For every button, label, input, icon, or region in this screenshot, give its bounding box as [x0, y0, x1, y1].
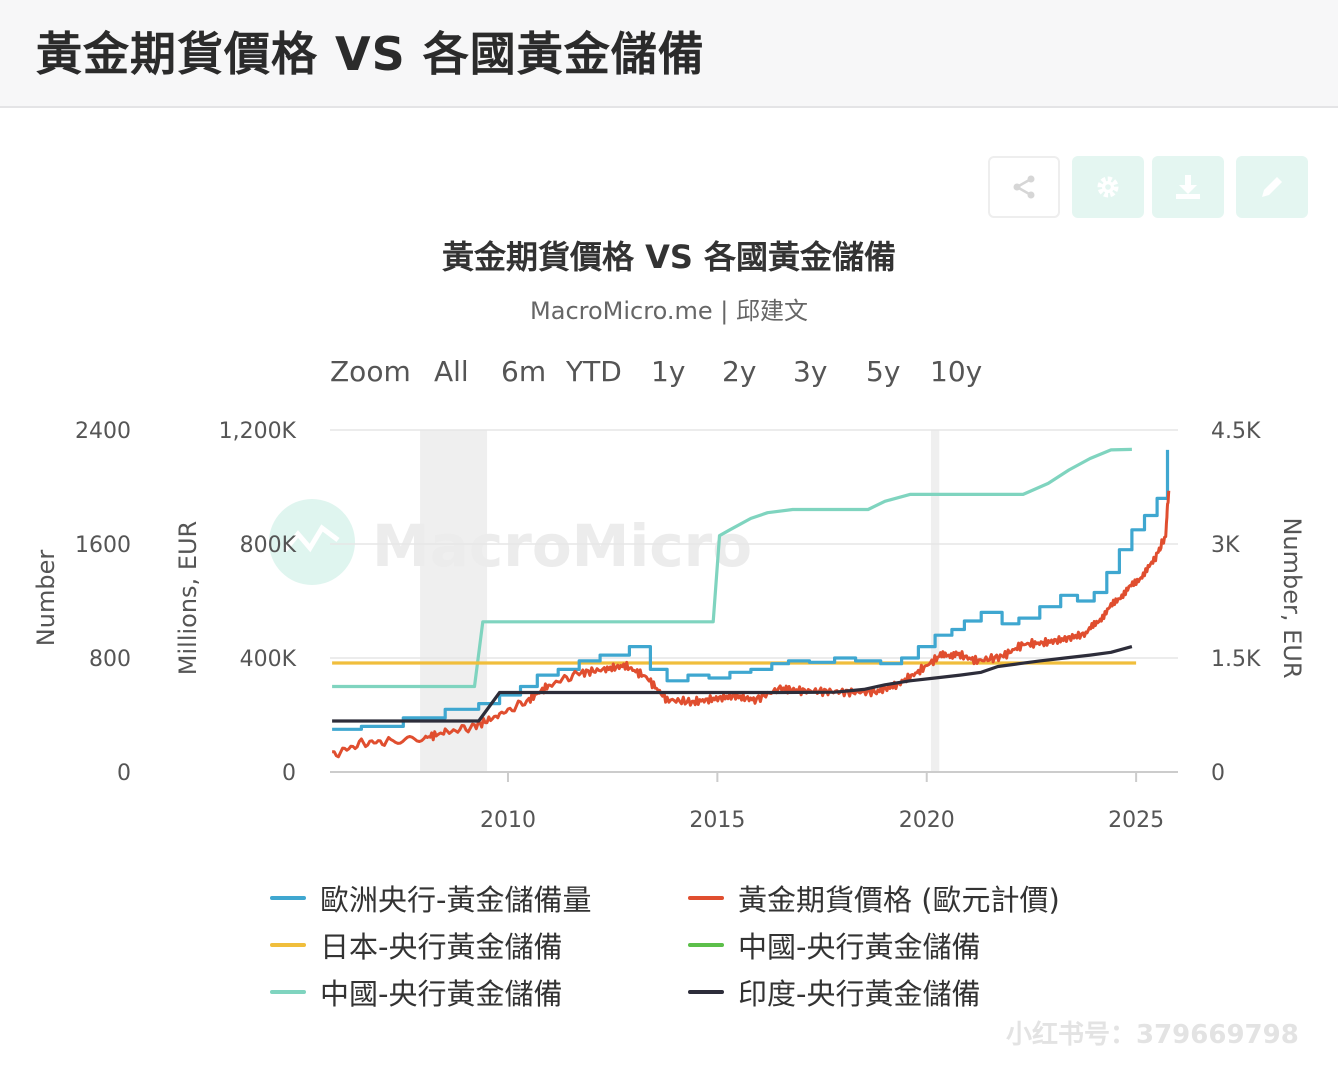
series: [332, 447, 1171, 759]
left-outer-tick-label: 1600: [75, 533, 131, 558]
zoom-ytd-button[interactable]: YTD: [566, 355, 622, 388]
pencil-icon: [1262, 177, 1282, 197]
x-tick-label: 2015: [689, 808, 745, 833]
legend-swatch: [688, 990, 724, 994]
watermark-brand-text: MacroMicro: [372, 512, 752, 580]
x-tick-label: 2010: [480, 808, 536, 833]
grid: [330, 429, 1178, 773]
legend-item-china-gold-green[interactable]: 中國-央行黃金儲備: [688, 925, 980, 965]
series-line-india-gold: [332, 645, 1133, 723]
recession-band: [420, 430, 488, 772]
x-tick-label: 2020: [899, 808, 955, 833]
left-outer-tick-label: 800: [89, 647, 131, 672]
chart-subtitle: MacroMicro.me | 邱建文: [530, 297, 808, 325]
zoom-10y-button[interactable]: 10y: [930, 355, 983, 388]
series-line-gold-futures-eur: [332, 490, 1171, 759]
left-outer-tick-label: 2400: [75, 419, 131, 444]
settings-button[interactable]: [1072, 156, 1144, 218]
share-icon: [1013, 175, 1035, 199]
share-button[interactable]: [988, 156, 1060, 218]
legend-swatch: [270, 943, 306, 947]
legend-label: 中國-央行黃金儲備: [738, 930, 981, 964]
zoom-5y-button[interactable]: 5y: [866, 355, 901, 388]
recession-band: [930, 430, 940, 772]
left-inner-axis-title: Millions, EUR: [174, 521, 202, 675]
right-tick-label: 4.5K: [1211, 419, 1261, 444]
watermark-logo-icon: [269, 499, 355, 585]
series-line-china-gold-teal: [332, 447, 1132, 689]
legend-swatch: [270, 990, 306, 994]
legend-swatch: [270, 896, 306, 900]
right-axis-title: Number, EUR: [1278, 517, 1306, 678]
legend-label: 日本-央行黃金儲備: [320, 930, 563, 964]
xiaohongshu-id-watermark: 小红书号：379669798: [1006, 1020, 1299, 1050]
recession-shading: [420, 430, 940, 772]
macromicro-watermark: MacroMicro: [269, 499, 752, 585]
right-tick-label: 1.5K: [1211, 647, 1261, 672]
right-tick-label: 3K: [1211, 533, 1240, 558]
legend-item-gold-futures-eur[interactable]: 黃金期貨價格 (歐元計價): [688, 878, 1060, 918]
zoom-all-button[interactable]: All: [434, 355, 469, 388]
legend-swatch: [688, 896, 724, 900]
legend-item-china-gold-teal[interactable]: 中國-央行黃金儲備: [270, 972, 562, 1012]
axes: 0 800 1600 2400 0 400K 800K 1,200K 0 1.5K 3K 4.5K Nu…: [32, 419, 1306, 833]
left-outer-axis-title: Number: [32, 550, 60, 647]
chart-title: 黃金期貨價格 VS 各國黃金儲備: [441, 238, 897, 276]
left-inner-tick-label: 1,200K: [219, 419, 297, 444]
right-tick-label: 0: [1211, 761, 1225, 786]
legend-item-india-gold[interactable]: 印度-央行黃金儲備: [688, 972, 980, 1012]
left-outer-tick-label: 0: [117, 761, 131, 786]
series-line-ecb-gold: [332, 449, 1170, 731]
left-inner-tick-label: 800K: [240, 533, 297, 558]
zoom-3y-button[interactable]: 3y: [793, 355, 828, 388]
page-header: 黃金期貨價格 VS 各國黃金儲備: [0, 0, 1338, 108]
gear-icon: [1097, 176, 1119, 198]
legend-item-japan-gold[interactable]: 日本-央行黃金儲備: [270, 925, 562, 965]
legend-label: 印度-央行黃金儲備: [738, 977, 981, 1011]
x-tick-label: 2025: [1108, 808, 1164, 833]
zoom-1y-button[interactable]: 1y: [651, 355, 686, 388]
chart-legend: 歐洲央行-黃金儲備量 黃金期貨價格 (歐元計價) 日本-央行黃金儲備 中國-央行…: [270, 872, 1170, 1022]
edit-button[interactable]: [1236, 156, 1308, 218]
left-inner-tick-label: 0: [282, 761, 296, 786]
watermark-logo-mark: [283, 524, 340, 553]
legend-label: 歐洲央行-黃金儲備量: [320, 883, 592, 917]
page-title: 黃金期貨價格 VS 各國黃金儲備: [36, 27, 705, 81]
download-button[interactable]: [1152, 156, 1224, 218]
zoom-2y-button[interactable]: 2y: [722, 355, 757, 388]
legend-swatch: [688, 943, 724, 947]
download-icon: [1176, 175, 1200, 199]
legend-item-ecb-gold[interactable]: 歐洲央行-黃金儲備量: [270, 878, 591, 918]
legend-label: 中國-央行黃金儲備: [320, 977, 563, 1011]
left-inner-tick-label: 400K: [240, 647, 297, 672]
legend-label: 黃金期貨價格 (歐元計價): [738, 883, 1060, 917]
zoom-label: Zoom: [330, 355, 411, 388]
zoom-6m-button[interactable]: 6m: [501, 355, 547, 388]
